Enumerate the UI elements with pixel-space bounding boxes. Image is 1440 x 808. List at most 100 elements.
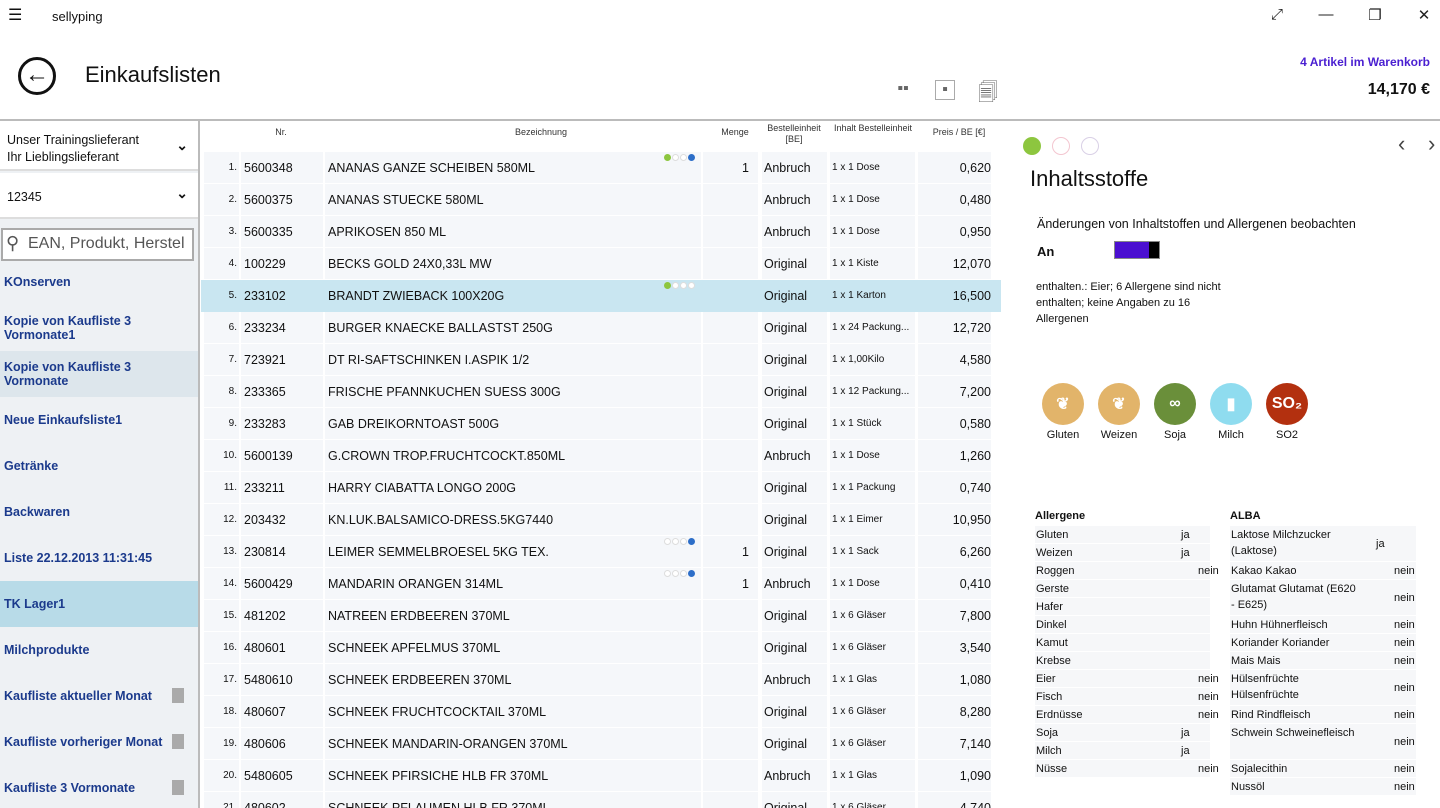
- page-indicator-dot[interactable]: [1052, 137, 1070, 155]
- sidebar-item[interactable]: Kaufliste vorheriger Monat: [0, 719, 198, 765]
- table-row[interactable]: 7. 723921 DT RI-SAFTSCHINKEN I.ASPIK 1/2 Or…: [201, 344, 1001, 376]
- detail-panel: ‹ › Inhaltsstoffe Änderungen von Inhalts…: [1004, 121, 1440, 808]
- row-name: Milch: [1036, 745, 1062, 757]
- page-indicator-dot[interactable]: [1023, 137, 1041, 155]
- table-row[interactable]: 16. 480601 SCHNEEK APFELMUS 370ML Original 1…: [201, 632, 1001, 664]
- restore-button[interactable]: ❐: [1368, 7, 1382, 24]
- watch-toggle[interactable]: [1114, 241, 1160, 259]
- cell-row-index: 2.: [204, 184, 239, 215]
- back-arrow-icon[interactable]: ←: [18, 57, 56, 95]
- table-row: Laktose Milchzucker (Laktose) ja: [1230, 526, 1416, 562]
- header-name[interactable]: Bezeichnung: [514, 127, 568, 137]
- previous-arrow-icon[interactable]: ‹: [1398, 131, 1406, 156]
- document-view-icon[interactable]: 🗐: [978, 82, 998, 104]
- fullscreen-icon[interactable]: ⤢: [1270, 6, 1283, 23]
- row-value: nein: [1198, 672, 1219, 685]
- cell-item-quantity: [703, 504, 758, 535]
- table-row[interactable]: 14. 5600429 MANDARIN ORANGEN 314ML 1 Anbruch…: [201, 568, 1001, 600]
- cart-link[interactable]: 4 Artikel im Warenkorb: [1300, 55, 1430, 69]
- item-name: GAB DREIKORNTOAST 500G: [328, 416, 500, 431]
- search-input[interactable]: ⚲ EAN, Produkt, Herstel: [1, 228, 194, 261]
- cell-row-index: 8.: [204, 376, 239, 407]
- table-row[interactable]: 4. 100229 BECKS GOLD 24X0,33L MW Original 1 …: [201, 248, 1001, 280]
- header-qty[interactable]: Menge: [721, 127, 749, 137]
- order-unit: Original: [764, 736, 808, 751]
- sidebar-item[interactable]: Kaufliste aktueller Monat: [0, 673, 198, 719]
- cell-row-index: 20.: [204, 760, 239, 791]
- row-name: Rind Rindfleisch: [1231, 709, 1311, 721]
- status-dot-icon: [680, 154, 687, 161]
- table-row[interactable]: 11. 233211 HARRY CIABATTA LONGO 200G Origin…: [201, 472, 1001, 504]
- header-content[interactable]: Inhalt Bestelleinheit: [833, 123, 913, 133]
- table-row[interactable]: 12. 203432 KN.LUK.BALSAMICO-DRESS.5KG7440 O…: [201, 504, 1001, 536]
- page-indicator-dot[interactable]: [1081, 137, 1099, 155]
- grid-view-icon[interactable]: ▪▪: [897, 80, 909, 97]
- hamburger-menu-icon[interactable]: ☰: [8, 7, 23, 24]
- order-unit: Original: [764, 384, 808, 399]
- supplier-dropdown[interactable]: Unser Trainingslieferant Ihr Lieblingsli…: [0, 121, 198, 171]
- table-row[interactable]: 1. 5600348 ANANAS GANZE SCHEIBEN 580ML 1 Anb…: [201, 152, 1001, 184]
- item-number: 233365: [244, 384, 286, 399]
- header-price[interactable]: Preis / BE [€]: [932, 127, 986, 137]
- cell-order-unit: Anbruch: [762, 184, 827, 215]
- unit-content: 1 x 1 Dose: [832, 162, 880, 173]
- cell-unit-content: 1 x 12 Packung...: [830, 376, 915, 407]
- sidebar-item[interactable]: Liste 22.12.2013 11:31:45: [0, 535, 198, 581]
- cell-row-index: 10.: [204, 440, 239, 471]
- table-row[interactable]: 19. 480606 SCHNEEK MANDARIN-ORANGEN 370ML O…: [201, 728, 1001, 760]
- sidebar-item-label: Backwaren: [4, 505, 71, 519]
- table-row[interactable]: 10. 5600139 G.CROWN TROP.FRUCHTCOCKT.850ML…: [201, 440, 1001, 472]
- cell-item-quantity: 1: [703, 536, 758, 567]
- header-unit[interactable]: Bestelleinheit [BE]: [767, 123, 821, 144]
- customer-dropdown[interactable]: 12345 ⌄: [0, 173, 198, 219]
- table-row[interactable]: 20. 5480605 SCHNEEK PFIRSICHE HLB FR 370ML…: [201, 760, 1001, 792]
- close-button[interactable]: ✕: [1417, 7, 1431, 24]
- alba-header: ALBA: [1230, 510, 1261, 522]
- row-index: 16.: [223, 642, 237, 653]
- sidebar-item[interactable]: Kopie von Kaufliste 3 Vormonate1: [0, 305, 198, 351]
- next-arrow-icon[interactable]: ›: [1428, 131, 1436, 156]
- order-unit: Anbruch: [764, 672, 811, 687]
- table-row[interactable]: 2. 5600375 ANANAS STUECKE 580ML Anbruch 1 x …: [201, 184, 1001, 216]
- order-unit: Original: [764, 288, 808, 303]
- order-unit: Anbruch: [764, 192, 811, 207]
- chevron-down-icon: ⌄: [176, 185, 188, 201]
- cell-item-quantity: [703, 696, 758, 727]
- toggle-label: An: [1037, 244, 1055, 259]
- cell-item-number: 233102: [241, 280, 323, 311]
- table-row[interactable]: 18. 480607 SCHNEEK FRUCHTCOCKTAIL 370ML Ori…: [201, 696, 1001, 728]
- table-row[interactable]: 9. 233283 GAB DREIKORNTOAST 500G Original 1 …: [201, 408, 1001, 440]
- sidebar-item[interactable]: Kopie von Kaufliste 3 Vormonate: [0, 351, 198, 397]
- table-row[interactable]: 5. 233102 BRANDT ZWIEBACK 100X20G Original 1…: [201, 280, 1001, 312]
- minimize-button[interactable]: —: [1318, 6, 1334, 23]
- header-nr[interactable]: Nr.: [275, 127, 287, 137]
- cell-order-unit: Anbruch: [762, 152, 827, 183]
- cell-item-name: SCHNEEK MANDARIN-ORANGEN 370ML: [325, 728, 701, 759]
- sidebar-item[interactable]: TK Lager1: [0, 581, 198, 627]
- table-row[interactable]: 8. 233365 FRISCHE PFANNKUCHEN SUESS 300G Or…: [201, 376, 1001, 408]
- sidebar-item[interactable]: Getränke: [0, 443, 198, 489]
- sidebar-item[interactable]: Neue Einkaufsliste1: [0, 397, 198, 443]
- tile-view-icon[interactable]: ▪: [935, 80, 955, 100]
- row-name: Mais Mais: [1231, 655, 1281, 667]
- table-row[interactable]: 21. 480602 SCHNEEK PFLAUMEN HLB FR 370ML Or…: [201, 792, 1001, 808]
- table-row[interactable]: 15. 481202 NATREEN ERDBEEREN 370ML Original…: [201, 600, 1001, 632]
- sidebar-item[interactable]: Milchprodukte: [0, 627, 198, 673]
- table-row[interactable]: 13. 230814 LEIMER SEMMELBROESEL 5KG TEX. 1 O…: [201, 536, 1001, 568]
- unit-content: 1 x 1 Dose: [832, 450, 880, 461]
- table-row[interactable]: 17. 5480610 SCHNEEK ERDBEEREN 370ML Anbruch…: [201, 664, 1001, 696]
- unit-content: 1 x 1 Kiste: [832, 258, 879, 269]
- table-row[interactable]: 6. 233234 BURGER KNAECKE BALLASTST 250G Ori…: [201, 312, 1001, 344]
- item-price: 1,260: [959, 448, 991, 463]
- table-row: Mais Mais nein: [1230, 652, 1416, 670]
- table-row: Hülsenfrüchte Hülsenfrüchte nein: [1230, 670, 1416, 706]
- sidebar-item[interactable]: Kaufliste 3 Vormonate: [0, 765, 198, 808]
- cell-unit-content: 1 x 1,00Kilo: [830, 344, 915, 375]
- table-row[interactable]: 3. 5600335 APRIKOSEN 850 ML Anbruch 1 x 1 Do…: [201, 216, 1001, 248]
- sidebar-item[interactable]: KOnserven: [0, 259, 198, 305]
- status-dots: [664, 538, 695, 545]
- status-dot-icon: [664, 154, 671, 161]
- item-price: 0,580: [959, 416, 991, 431]
- item-name: APRIKOSEN 850 ML: [328, 224, 447, 239]
- sidebar-item[interactable]: Backwaren: [0, 489, 198, 535]
